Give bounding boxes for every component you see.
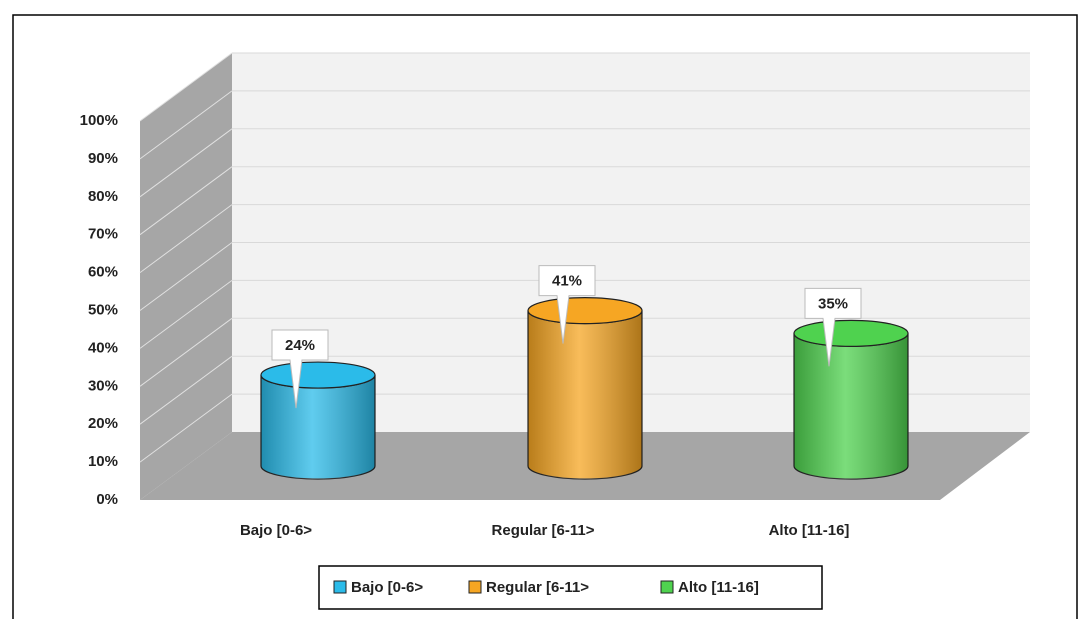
cylinder-shine [528, 310, 642, 479]
value-label: 41% [552, 273, 582, 290]
cylinder-shine [794, 333, 908, 479]
y-tick-label: 30% [88, 377, 118, 394]
x-tick-label: Regular [6-11> [492, 522, 595, 539]
grid-line [139, 90, 233, 160]
grid-line [139, 317, 233, 387]
value-label: 35% [818, 295, 848, 312]
y-tick-label: 100% [80, 112, 118, 129]
legend-swatch [333, 580, 347, 594]
callout [271, 329, 329, 409]
grid-line [139, 166, 233, 236]
legend-label: Regular [6-11> [486, 579, 589, 596]
legend-box [318, 565, 823, 610]
grid-line [139, 279, 233, 349]
legend-label: Bajo [0-6> [351, 579, 423, 596]
grid-line [139, 204, 233, 274]
y-tick-label: 90% [88, 150, 118, 167]
y-tick-label: 10% [88, 453, 118, 470]
y-tick-label: 70% [88, 226, 118, 243]
cylinder-top [527, 297, 643, 325]
y-tick-label: 40% [88, 339, 118, 356]
x-tick-label: Bajo [0-6> [240, 522, 312, 539]
cylinder-top [260, 361, 376, 389]
legend-swatch [468, 580, 482, 594]
value-label: 24% [285, 337, 315, 354]
callout [538, 265, 596, 344]
callout [804, 287, 862, 367]
cylinder-shine [261, 375, 375, 479]
y-tick-label: 20% [88, 415, 118, 432]
legend-swatch [660, 580, 674, 594]
y-tick-label: 80% [88, 188, 118, 205]
grid-line [139, 355, 233, 425]
y-tick-label: 50% [88, 301, 118, 318]
y-tick-label: 0% [96, 491, 118, 508]
grid-line [139, 393, 233, 463]
x-tick-label: Alto [11-16] [769, 522, 850, 539]
legend-label: Alto [11-16] [678, 579, 759, 596]
grid-line [139, 52, 233, 122]
grid-line [139, 128, 233, 198]
cylinder-top [793, 319, 909, 347]
y-tick-label: 60% [88, 264, 118, 281]
grid-line [139, 242, 233, 311]
